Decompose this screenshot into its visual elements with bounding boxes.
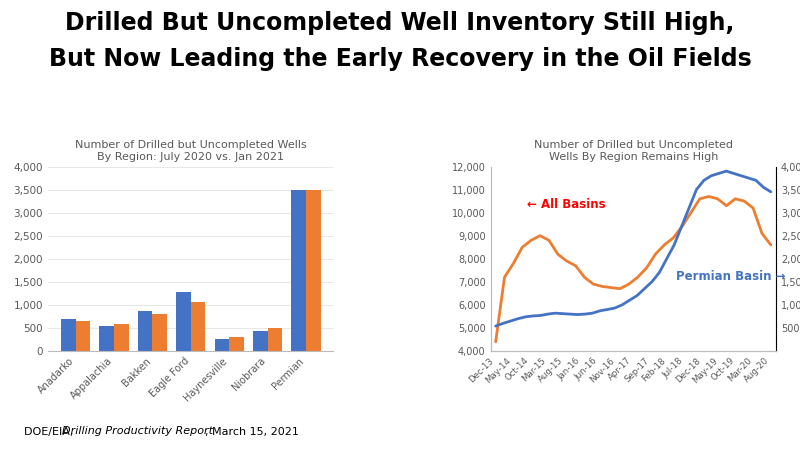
- Bar: [75, 321, 90, 351]
- Text: Drilling Productivity Report: Drilling Productivity Report: [62, 427, 214, 436]
- Permian Basin: [625, 297, 634, 303]
- Permian Basin: [677, 224, 686, 229]
- Permian Basin: [632, 293, 642, 298]
- Bar: [176, 292, 190, 351]
- Permian Basin: [506, 318, 515, 324]
- Permian Basin: [595, 308, 605, 314]
- All Basins: [606, 285, 616, 290]
- All Basins: [748, 205, 758, 211]
- All Basins: [659, 242, 669, 248]
- Line: All Basins: All Basins: [496, 197, 771, 342]
- All Basins: [633, 274, 642, 280]
- Permian Basin: [573, 312, 582, 317]
- Bar: [152, 314, 167, 351]
- Text: ← All Basins: ← All Basins: [526, 198, 606, 211]
- Bar: [99, 326, 114, 351]
- Permian Basin: [729, 171, 738, 176]
- All Basins: [686, 210, 696, 216]
- Text: DOE/EIA,: DOE/EIA,: [24, 427, 77, 436]
- Permian Basin: [528, 313, 538, 319]
- Bar: [291, 189, 306, 351]
- Text: But Now Leading the Early Recovery in the Oil Fields: But Now Leading the Early Recovery in th…: [49, 47, 751, 71]
- All Basins: [570, 263, 580, 268]
- Text: Permian Basin →: Permian Basin →: [676, 270, 786, 283]
- Text: , March 15, 2021: , March 15, 2021: [205, 427, 298, 436]
- Permian Basin: [699, 178, 709, 183]
- Permian Basin: [521, 314, 530, 319]
- Permian Basin: [535, 313, 545, 318]
- Bar: [214, 339, 229, 351]
- All Basins: [562, 258, 571, 264]
- All Basins: [580, 274, 590, 280]
- Permian Basin: [587, 310, 597, 316]
- Bar: [138, 311, 152, 351]
- Permian Basin: [692, 187, 702, 192]
- Line: Permian Basin: Permian Basin: [496, 171, 771, 326]
- Title: Number of Drilled but Uncompleted
Wells By Region Remains High: Number of Drilled but Uncompleted Wells …: [534, 140, 733, 162]
- Permian Basin: [491, 324, 501, 329]
- Bar: [253, 331, 267, 351]
- Bar: [267, 328, 282, 351]
- All Basins: [500, 274, 510, 280]
- Permian Basin: [684, 205, 694, 211]
- Permian Basin: [722, 168, 731, 174]
- All Basins: [668, 235, 678, 241]
- All Basins: [650, 252, 660, 257]
- All Basins: [695, 196, 705, 202]
- All Basins: [526, 238, 536, 243]
- Bar: [114, 324, 129, 351]
- All Basins: [722, 203, 731, 208]
- All Basins: [739, 198, 749, 204]
- Permian Basin: [513, 316, 522, 321]
- All Basins: [544, 238, 554, 243]
- Permian Basin: [758, 184, 768, 190]
- All Basins: [598, 284, 607, 289]
- All Basins: [615, 286, 625, 292]
- Permian Basin: [706, 173, 716, 179]
- All Basins: [535, 233, 545, 238]
- All Basins: [678, 224, 687, 229]
- All Basins: [491, 339, 501, 345]
- Bar: [190, 302, 206, 351]
- All Basins: [553, 252, 562, 257]
- Permian Basin: [714, 171, 723, 176]
- All Basins: [624, 281, 634, 287]
- Permian Basin: [744, 176, 754, 181]
- Permian Basin: [498, 320, 508, 326]
- Permian Basin: [550, 310, 560, 316]
- Permian Basin: [543, 311, 553, 317]
- Permian Basin: [580, 311, 590, 317]
- Permian Basin: [602, 307, 612, 312]
- Permian Basin: [654, 270, 664, 275]
- All Basins: [589, 281, 598, 287]
- Text: Drilled But Uncompleted Well Inventory Still High,: Drilled But Uncompleted Well Inventory S…: [66, 11, 734, 35]
- All Basins: [766, 242, 776, 248]
- Permian Basin: [670, 242, 679, 248]
- All Basins: [642, 266, 651, 271]
- Permian Basin: [647, 279, 657, 284]
- Permian Basin: [566, 311, 575, 317]
- All Basins: [757, 231, 766, 236]
- Permian Basin: [766, 189, 776, 194]
- All Basins: [509, 261, 518, 266]
- All Basins: [704, 194, 714, 199]
- Permian Basin: [751, 178, 761, 183]
- Permian Basin: [736, 173, 746, 179]
- All Basins: [730, 196, 740, 202]
- Bar: [229, 337, 244, 351]
- Bar: [61, 319, 75, 351]
- All Basins: [518, 244, 527, 250]
- Permian Basin: [640, 286, 650, 292]
- Permian Basin: [618, 302, 627, 308]
- Permian Basin: [558, 311, 567, 316]
- All Basins: [713, 196, 722, 202]
- Bar: [306, 190, 321, 351]
- Permian Basin: [610, 306, 619, 311]
- Permian Basin: [662, 256, 671, 261]
- Title: Number of Drilled but Uncompleted Wells
By Region: July 2020 vs. Jan 2021: Number of Drilled but Uncompleted Wells …: [75, 140, 306, 162]
